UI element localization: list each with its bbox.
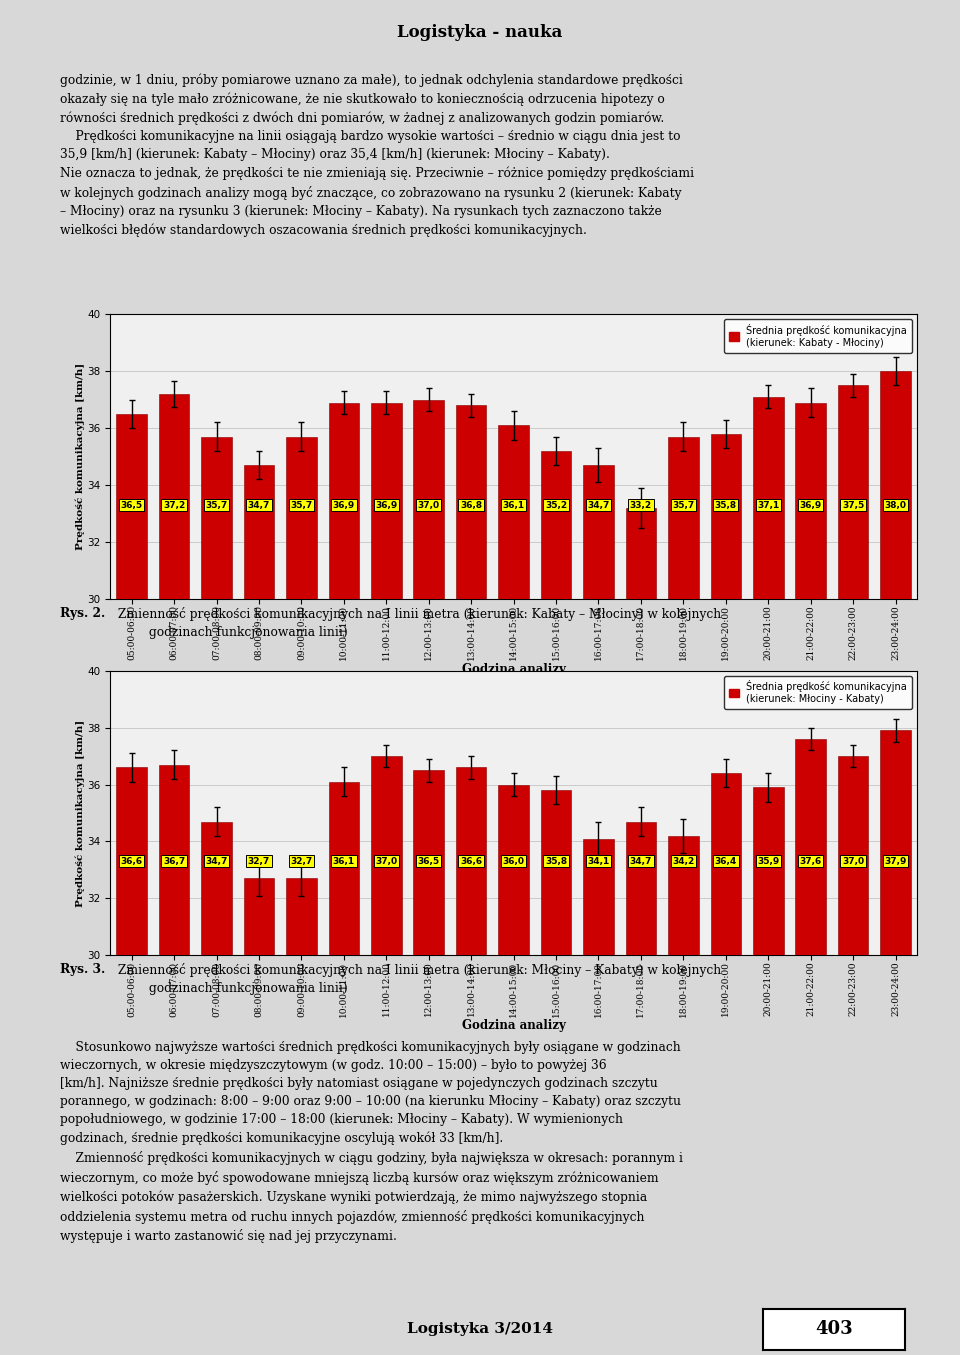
Bar (626, 508, 657, 599)
Text: 35,7: 35,7 (205, 500, 228, 509)
Text: 37,2: 37,2 (163, 500, 185, 509)
Text: 35,2: 35,2 (545, 500, 567, 509)
Text: Logistyka 3/2014: Logistyka 3/2014 (407, 1322, 553, 1336)
Text: Logistyka - nauka: Logistyka - nauka (397, 24, 563, 41)
Text: 37,0: 37,0 (842, 856, 864, 866)
Text: 35,9: 35,9 (757, 856, 780, 866)
Y-axis label: Prędkość komunikacyjna [km/h]: Prędkość komunikacyjna [km/h] (75, 363, 84, 550)
Bar (710, 434, 741, 599)
Text: 34,1: 34,1 (588, 856, 610, 866)
Text: 36,5: 36,5 (418, 856, 440, 866)
Text: 37,0: 37,0 (375, 856, 397, 866)
Text: 36,1: 36,1 (502, 500, 525, 509)
Bar (244, 465, 275, 599)
Legend: Średnia prędkość komunikacyjna
(kierunek: Młociny - Kabaty): Średnia prędkość komunikacyjna (kierunek… (724, 676, 912, 709)
Bar (202, 436, 231, 599)
Text: 36,4: 36,4 (714, 856, 737, 866)
Text: 32,7: 32,7 (290, 856, 313, 866)
Bar (880, 371, 911, 599)
Bar (584, 839, 613, 955)
Bar (414, 400, 444, 599)
Text: 38,0: 38,0 (884, 500, 906, 509)
Text: 35,8: 35,8 (715, 500, 737, 509)
Bar (498, 425, 529, 599)
Bar (244, 878, 275, 955)
Text: 36,5: 36,5 (121, 500, 143, 509)
Bar (668, 836, 699, 955)
Text: 35,7: 35,7 (290, 500, 313, 509)
Bar (498, 785, 529, 955)
Bar (456, 405, 487, 599)
Bar (796, 402, 826, 599)
Text: 32,7: 32,7 (248, 856, 270, 866)
Bar (158, 764, 189, 955)
Text: 37,6: 37,6 (800, 856, 822, 866)
Text: 37,5: 37,5 (842, 500, 864, 509)
Bar (116, 767, 147, 955)
Bar (540, 451, 571, 599)
Bar (626, 821, 657, 955)
Text: 36,8: 36,8 (460, 500, 482, 509)
Text: 403: 403 (815, 1320, 853, 1339)
Legend: Średnia prędkość komunikacyjna
(kierunek: Kabaty - Młociny): Średnia prędkość komunikacyjna (kierunek… (724, 320, 912, 352)
Y-axis label: Prędkość komunikacyjna [km/h]: Prędkość komunikacyjna [km/h] (75, 720, 84, 906)
Bar (584, 465, 613, 599)
Text: 37,9: 37,9 (884, 856, 907, 866)
Text: 35,7: 35,7 (672, 500, 694, 509)
Text: Zmienność prędkości komunikacyjnych na I linii metra (kierunek: Kabaty – Młociny: Zmienność prędkości komunikacyjnych na I… (114, 607, 721, 640)
Text: godzinie, w 1 dniu, próby pomiarowe uznano za małe), to jednak odchylenia standa: godzinie, w 1 dniu, próby pomiarowe uzna… (60, 73, 694, 237)
Text: 34,7: 34,7 (205, 856, 228, 866)
Text: 36,9: 36,9 (375, 500, 397, 509)
Text: 36,9: 36,9 (333, 500, 355, 509)
Bar (371, 756, 401, 955)
Text: 36,6: 36,6 (121, 856, 143, 866)
Bar (116, 413, 147, 599)
Bar (540, 790, 571, 955)
Text: Stosunkowo najwyższe wartości średnich prędkości komunikacyjnych były osiągane w: Stosunkowo najwyższe wartości średnich p… (60, 1041, 683, 1244)
Text: 37,0: 37,0 (418, 500, 440, 509)
Bar (371, 402, 401, 599)
Bar (668, 436, 699, 599)
Bar (753, 787, 783, 955)
Bar (710, 774, 741, 955)
Text: 36,6: 36,6 (460, 856, 482, 866)
Bar (158, 394, 189, 599)
Bar (838, 385, 869, 599)
Bar (286, 878, 317, 955)
Bar (328, 782, 359, 955)
Bar (328, 402, 359, 599)
Text: 36,9: 36,9 (800, 500, 822, 509)
Bar (202, 821, 231, 955)
Text: 36,1: 36,1 (333, 856, 355, 866)
Bar (796, 738, 826, 955)
Bar (456, 767, 487, 955)
Bar (414, 770, 444, 955)
Text: 36,0: 36,0 (503, 856, 524, 866)
Text: 34,2: 34,2 (672, 856, 694, 866)
Text: Rys. 2.: Rys. 2. (60, 607, 105, 621)
Text: 37,1: 37,1 (757, 500, 780, 509)
X-axis label: Godzina analizy: Godzina analizy (462, 1019, 565, 1033)
Bar (880, 730, 911, 955)
X-axis label: Godzina analizy: Godzina analizy (462, 663, 565, 676)
Text: 34,7: 34,7 (630, 856, 652, 866)
Text: 33,2: 33,2 (630, 500, 652, 509)
Bar (838, 756, 869, 955)
Bar (753, 397, 783, 599)
Text: 34,7: 34,7 (588, 500, 610, 509)
Bar (286, 436, 317, 599)
Text: 34,7: 34,7 (248, 500, 270, 509)
Text: 35,8: 35,8 (545, 856, 567, 866)
Text: Zmienność prędkości komunikacyjnych na I linii metra (kierunek: Młociny – Kabaty: Zmienność prędkości komunikacyjnych na I… (114, 963, 721, 996)
Text: Rys. 3.: Rys. 3. (60, 963, 105, 977)
Text: 36,7: 36,7 (163, 856, 185, 866)
